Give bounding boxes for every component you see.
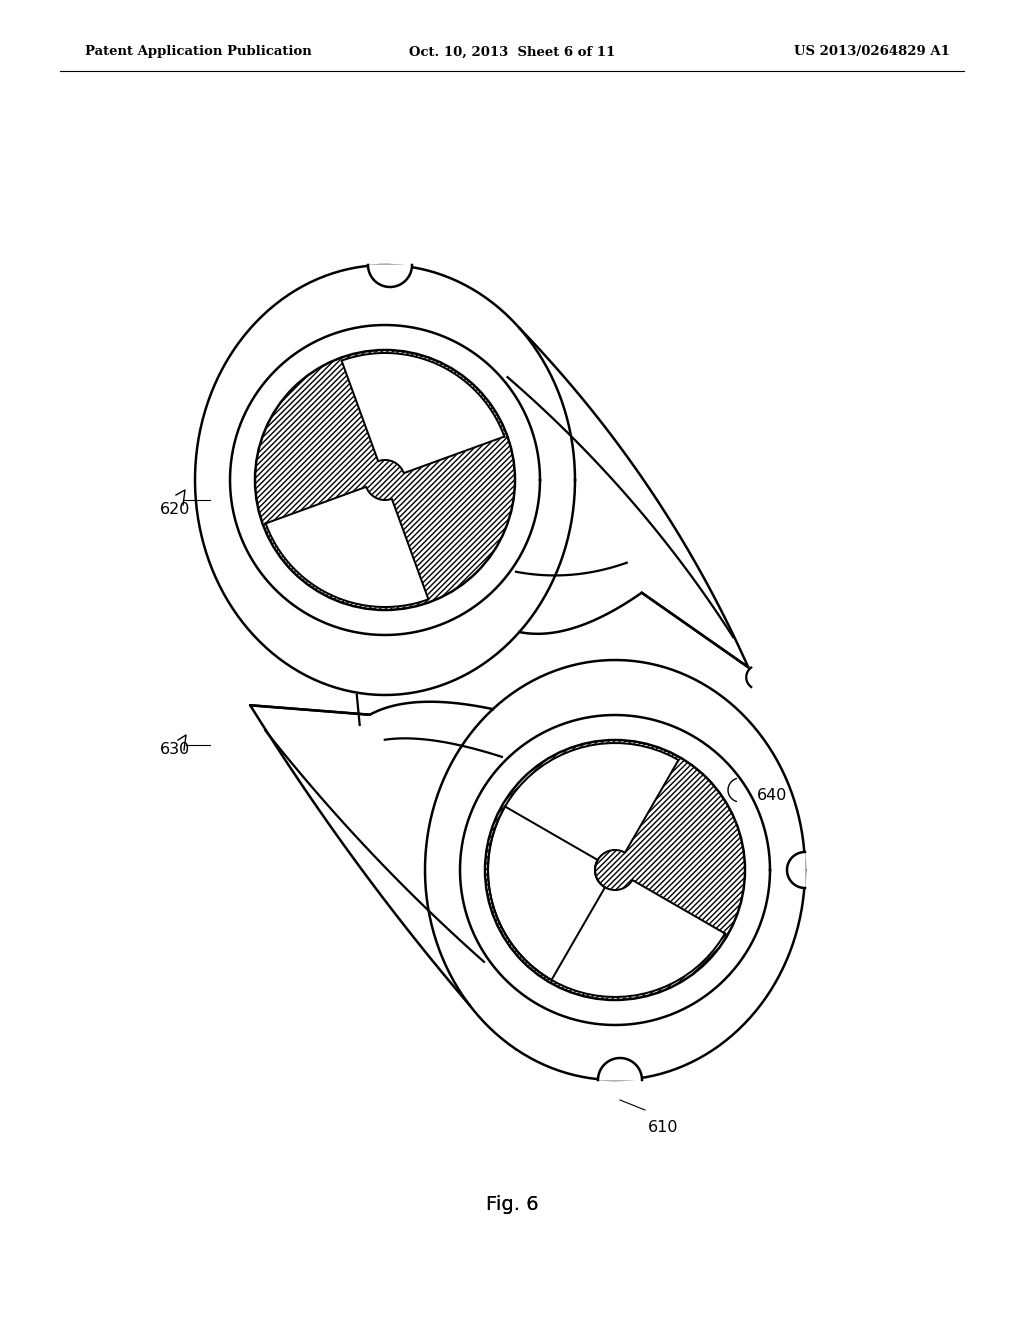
Polygon shape [250, 702, 493, 1005]
Text: 640: 640 [757, 788, 787, 803]
Polygon shape [195, 265, 575, 696]
Text: 630: 630 [160, 742, 190, 758]
Text: Fig. 6: Fig. 6 [485, 1196, 539, 1214]
Text: 610: 610 [648, 1119, 679, 1134]
Text: 620: 620 [160, 503, 190, 517]
Polygon shape [342, 352, 505, 473]
Polygon shape [488, 807, 605, 979]
Text: US 2013/0264829 A1: US 2013/0264829 A1 [795, 45, 950, 58]
Polygon shape [787, 851, 805, 888]
Text: Patent Application Publication: Patent Application Publication [85, 45, 311, 58]
Polygon shape [230, 325, 540, 635]
Polygon shape [265, 487, 428, 607]
Polygon shape [460, 715, 770, 1026]
Polygon shape [519, 327, 749, 668]
Circle shape [255, 350, 515, 610]
Polygon shape [425, 660, 805, 1080]
Polygon shape [488, 743, 725, 997]
Text: Fig. 6: Fig. 6 [485, 1196, 539, 1214]
Circle shape [485, 741, 745, 1001]
Polygon shape [598, 1059, 642, 1080]
Polygon shape [368, 265, 412, 286]
Text: Oct. 10, 2013  Sheet 6 of 11: Oct. 10, 2013 Sheet 6 of 11 [409, 45, 615, 58]
